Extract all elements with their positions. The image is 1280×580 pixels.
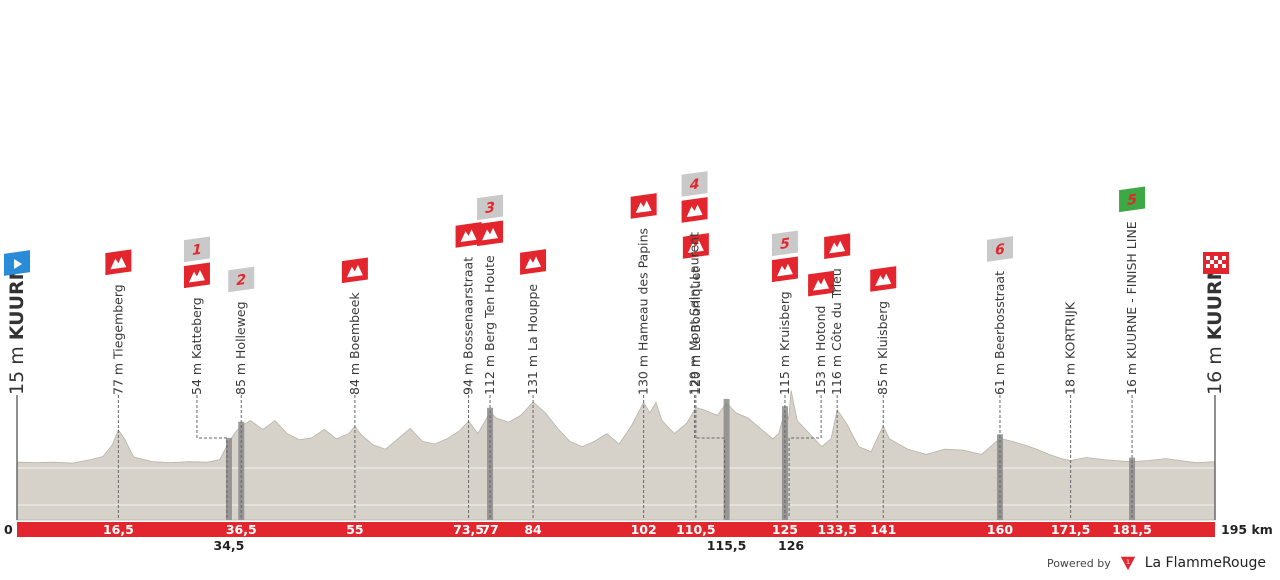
climb-flag-icon-13	[870, 266, 897, 292]
waypoint-label-4: 94 m Bossenaarstraat	[461, 257, 476, 395]
waypoint-label-2: 85 m Holleweg	[233, 301, 248, 395]
km-bar: 0 195 km 16,5 34,536,5 55 73,577 84 102 110,5115…	[4, 522, 1273, 553]
play-icon	[14, 259, 22, 269]
profile-area	[16, 390, 1216, 521]
waypoint-label-8: 120 m Le Bourliquet	[688, 268, 703, 395]
km-label-14: 160	[987, 522, 1013, 537]
category-tag-5-num: 3	[485, 200, 495, 217]
climb-flag-icon-11	[808, 270, 835, 297]
category-tag-2-num: 2	[236, 272, 246, 289]
km-label-5: 77	[481, 522, 498, 537]
km-label-9: 115,5	[707, 538, 747, 553]
km-label-7: 102	[631, 522, 657, 537]
km-bar-track	[17, 522, 1215, 537]
category-tag-9: 4	[681, 171, 708, 197]
sector-band-5	[487, 407, 494, 520]
km-label-start: 0	[4, 522, 13, 537]
footer-branding: Powered by 1 La FlammeRouge	[1047, 552, 1266, 574]
category-tag-10-num: 5	[780, 236, 790, 253]
waypoint-label-16: 16 m KUURNE - FINISH LINE	[1124, 221, 1139, 395]
sprint-flag-icon-16-num: 5	[1127, 192, 1137, 209]
waypoint-label-9: 129 m Mont Saint Laurent	[687, 232, 702, 395]
climb-flag-icon-12	[824, 233, 851, 260]
km-label-11: 126	[778, 538, 804, 553]
brand-label: La FlammeRouge	[1144, 555, 1266, 571]
climb-flag-icon-7	[630, 193, 657, 219]
sector-band-10	[781, 406, 788, 520]
km-label-8: 110,5	[676, 522, 716, 537]
waypoint-label-13: 85 m Kluisberg	[875, 301, 890, 395]
waypoint-label-11: 153 m Hotond	[813, 306, 828, 395]
la-flamme-rouge-logo-icon: 1	[1120, 556, 1135, 571]
km-label-finish: 195 km	[1221, 522, 1273, 537]
km-label-3: 55	[346, 522, 363, 537]
stem-9	[694, 395, 726, 518]
climb-flag-icon-3	[341, 257, 368, 284]
sprint-flag-icon-16: 5	[1119, 186, 1146, 213]
km-label-4: 73,5	[453, 522, 484, 537]
svg-text:1: 1	[1126, 559, 1130, 566]
category-tag-14-num: 6	[995, 241, 1005, 258]
climb-flag-icon-10	[771, 256, 798, 283]
category-tag-9-num: 4	[689, 176, 700, 193]
category-tag-10: 5	[771, 230, 798, 257]
category-tag-1-num: 1	[192, 242, 202, 259]
climb-flag-icon-5	[477, 220, 504, 247]
waypoint-label-6: 131 m La Houppe	[525, 284, 540, 395]
sector-band-16	[1129, 457, 1136, 520]
climb-flag-icon-9	[681, 197, 708, 223]
km-label-16: 181,5	[1112, 522, 1152, 537]
waypoint-label-3: 84 m Boembeek	[347, 292, 362, 395]
category-tag-5: 3	[477, 194, 504, 221]
category-tag-2: 2	[228, 266, 255, 293]
sector-band-1	[225, 437, 232, 520]
category-tag-1: 1	[183, 236, 210, 263]
climb-flag-icon-1	[183, 262, 210, 289]
sector-band-9	[723, 398, 730, 520]
climb-flag-icon-8	[682, 233, 709, 259]
stem-11	[788, 395, 822, 518]
km-label-10: 125	[772, 522, 798, 537]
powered-by-label: Powered by	[1046, 556, 1111, 570]
climb-flag-icon-4	[455, 222, 482, 248]
waypoint-label-14: 61 m Beerbosstraat	[992, 271, 1007, 395]
km-label-15: 171,5	[1051, 522, 1091, 537]
climb-flag-icon-0	[105, 249, 132, 276]
climb-flag-icon-6	[520, 249, 547, 275]
km-label-1: 34,5	[214, 538, 245, 553]
category-tag-14: 6	[986, 236, 1013, 262]
waypoint-label-0: 77 m Tiegemberg	[110, 284, 125, 395]
km-label-13: 141	[870, 522, 896, 537]
km-label-6: 84	[524, 522, 542, 537]
km-label-0: 16,5	[103, 522, 134, 537]
waypoint-label-15: 18 m KORTRIJK	[1063, 301, 1078, 395]
waypoint-label-7: 130 m Hameau des Papins	[636, 228, 651, 395]
waypoint-label-5: 112 m Berg Ten Houte	[482, 255, 497, 395]
elevation-profile	[16, 390, 1216, 521]
waypoint-label-12: 116 m Côte du Trieu	[829, 268, 844, 395]
waypoint-label-10: 115 m Kruisberg	[777, 291, 792, 395]
km-label-2: 36,5	[226, 522, 257, 537]
waypoint-label-1: 54 m Katteberg	[189, 297, 204, 395]
km-label-12: 133,5	[817, 522, 857, 537]
stem-1	[196, 395, 228, 518]
finish-flag-icon	[1203, 252, 1229, 274]
